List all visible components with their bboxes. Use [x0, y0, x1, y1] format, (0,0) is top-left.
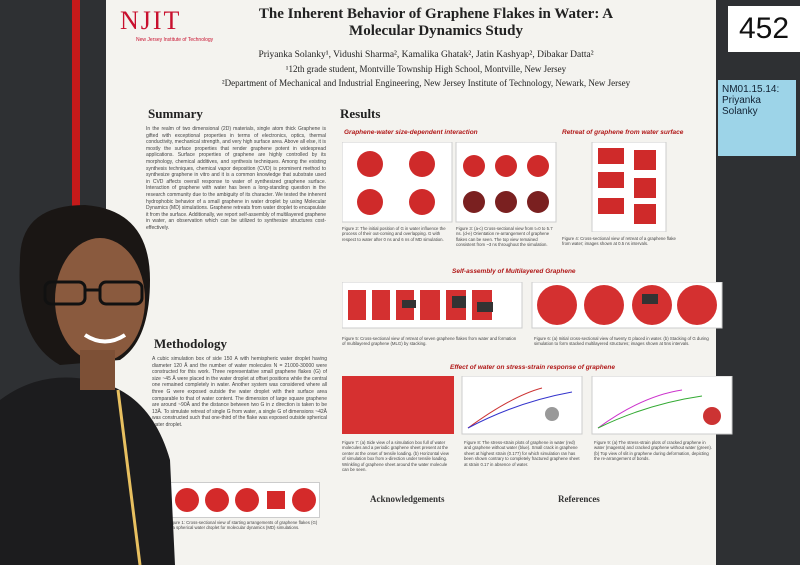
caption: Figure 4: Cross-sectional view of retrea… — [562, 236, 676, 247]
figure-art — [342, 142, 667, 232]
subheading: Effect of water on stress-strain respons… — [450, 364, 615, 371]
caption: Figure 1: Cross-sectional view of starti… — [168, 520, 318, 531]
subheading: Self-assembly of Multilayered Graphene — [452, 268, 576, 275]
summary-text: In the realm of two dimensional (2D) mat… — [146, 126, 326, 231]
figure — [168, 482, 320, 518]
section-heading: Results — [340, 106, 381, 121]
name-tag: NM01.15.14: Priyanka Solanky — [718, 80, 796, 156]
caption: Figure 3: (a-c) Cross-sectional view fro… — [456, 226, 553, 248]
subheading: Graphene-water size-dependent interactio… — [344, 129, 478, 136]
caption: Figure 8: The stress-strain plots of gra… — [464, 440, 580, 467]
references-heading: References — [558, 494, 600, 504]
board-number: 452 — [728, 6, 800, 52]
logo: NJIT — [120, 6, 182, 35]
section-heading: Methodology — [154, 336, 227, 351]
poster: NJIT New Jersey Institute of Technology … — [106, 0, 733, 565]
logo-sub: New Jersey Institute of Technology — [136, 37, 214, 43]
caption: Figure 5: Cross-sectional view of retrea… — [342, 336, 517, 347]
caption: Figure 2: The initial position of G in w… — [342, 226, 446, 242]
subheading: Retreat of graphene from water surface — [562, 129, 684, 136]
figure-art — [342, 282, 723, 329]
caption: Figure 9: (a) The stress-strain plots of… — [594, 440, 712, 462]
title: The Inherent Behavior of Graphene Flakes… — [258, 6, 614, 39]
figure-art — [175, 488, 316, 512]
person — [0, 205, 175, 565]
methodology-text: A cubic simulation box of side 150 Å wit… — [152, 356, 327, 428]
red-pole — [72, 0, 80, 230]
figure-art — [342, 376, 733, 435]
authors: Priyanka Solanky¹, Vidushi Sharma², Kama… — [258, 50, 594, 60]
affiliation: ²Department of Mechanical and Industrial… — [221, 78, 631, 88]
affiliation: ¹12th grade student, Montville Township … — [285, 64, 567, 74]
caption: Figure 7: (a) Side view of a simulation … — [342, 440, 450, 473]
acknowledgements-heading: Acknowledgements — [370, 494, 445, 504]
section-heading: Summary — [148, 106, 203, 121]
caption: Figure 6: (a) Initial cross-sectional vi… — [534, 336, 709, 347]
